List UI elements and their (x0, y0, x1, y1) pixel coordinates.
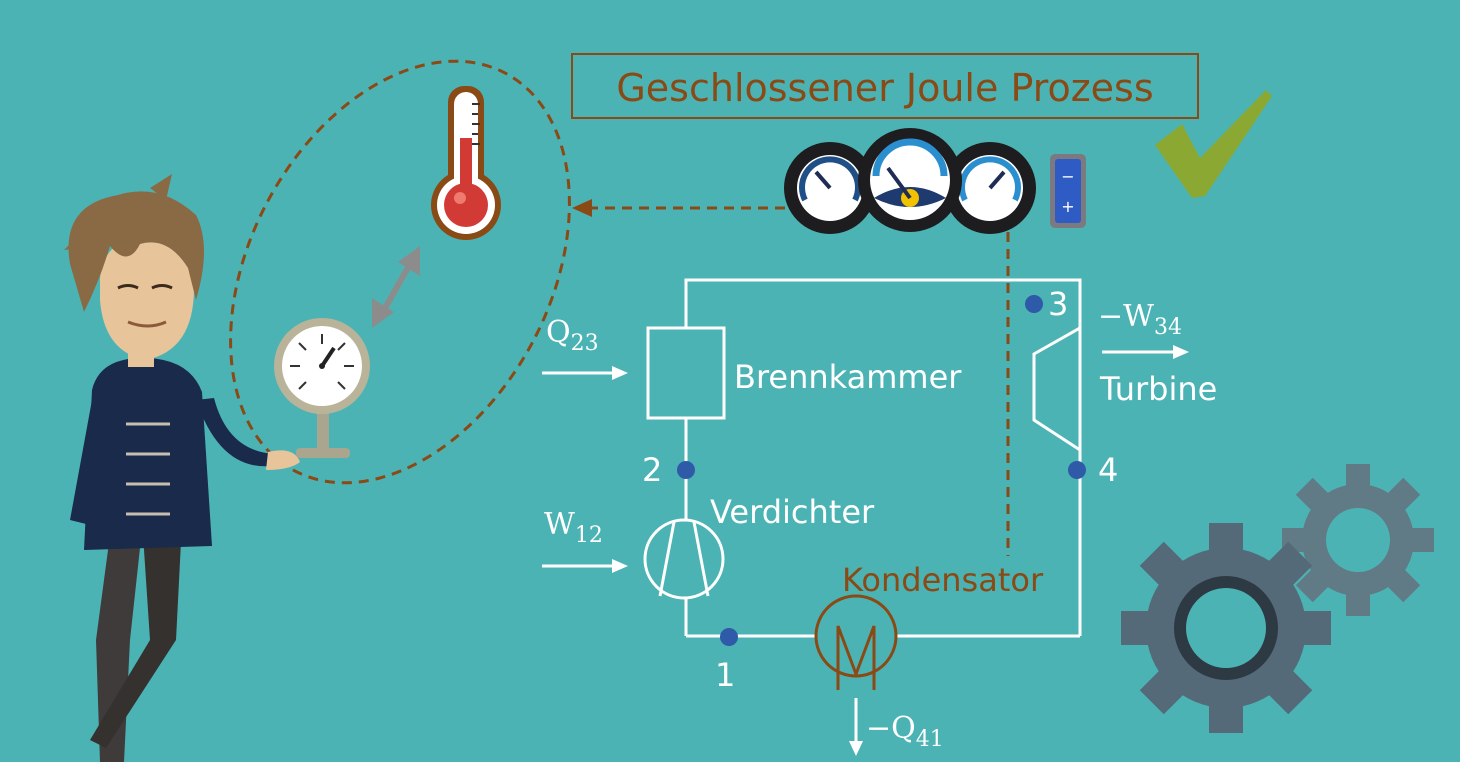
gears-icon (1121, 464, 1434, 733)
state-label-1: 1 (715, 656, 735, 694)
w12-arrow (542, 559, 628, 573)
battery-plus: + (1061, 197, 1074, 216)
cycle-circuit (684, 278, 1082, 638)
battery-icon: − + (1050, 154, 1086, 228)
title-box: Geschlossener Joule Prozess (571, 53, 1199, 119)
double-arrow-icon (372, 246, 420, 328)
q41-arrow (849, 698, 863, 756)
pressure-gauge-icon (274, 318, 370, 458)
q23-label: Q23 (546, 315, 599, 356)
state-dot-4 (1068, 461, 1086, 479)
compressor-symbol (643, 518, 725, 600)
dashed-link-arrowhead (572, 199, 592, 217)
combustion-chamber-label: Brennkammer (734, 358, 962, 396)
turbine-symbol (1032, 325, 1082, 453)
w12-label: W12 (544, 507, 603, 548)
state-label-3: 3 (1048, 285, 1068, 323)
condenser-symbol (814, 594, 898, 690)
condenser-label: Kondensator (842, 561, 1044, 599)
state-dot-3 (1025, 295, 1043, 313)
state-dot-1 (720, 628, 738, 646)
checkmark-icon (1155, 90, 1272, 198)
q23-arrow (542, 366, 628, 380)
person-illustration (64, 174, 300, 762)
combustion-chamber-box (646, 326, 726, 420)
state-dot-2 (677, 461, 695, 479)
gauge-cluster-icon (784, 128, 1036, 234)
state-label-2: 2 (642, 451, 662, 489)
w34-label: −W34 (1098, 299, 1182, 340)
turbine-label: Turbine (1099, 370, 1217, 408)
w34-arrow (1102, 345, 1189, 359)
dashed-ellipse (229, 59, 571, 485)
battery-minus: − (1061, 167, 1074, 186)
state-label-4: 4 (1098, 451, 1118, 489)
diagram-title: Geschlossener Joule Prozess (616, 66, 1153, 110)
thermometer-icon (431, 86, 501, 240)
q41-label: −Q41 (866, 711, 944, 752)
compressor-label: Verdichter (710, 493, 875, 531)
